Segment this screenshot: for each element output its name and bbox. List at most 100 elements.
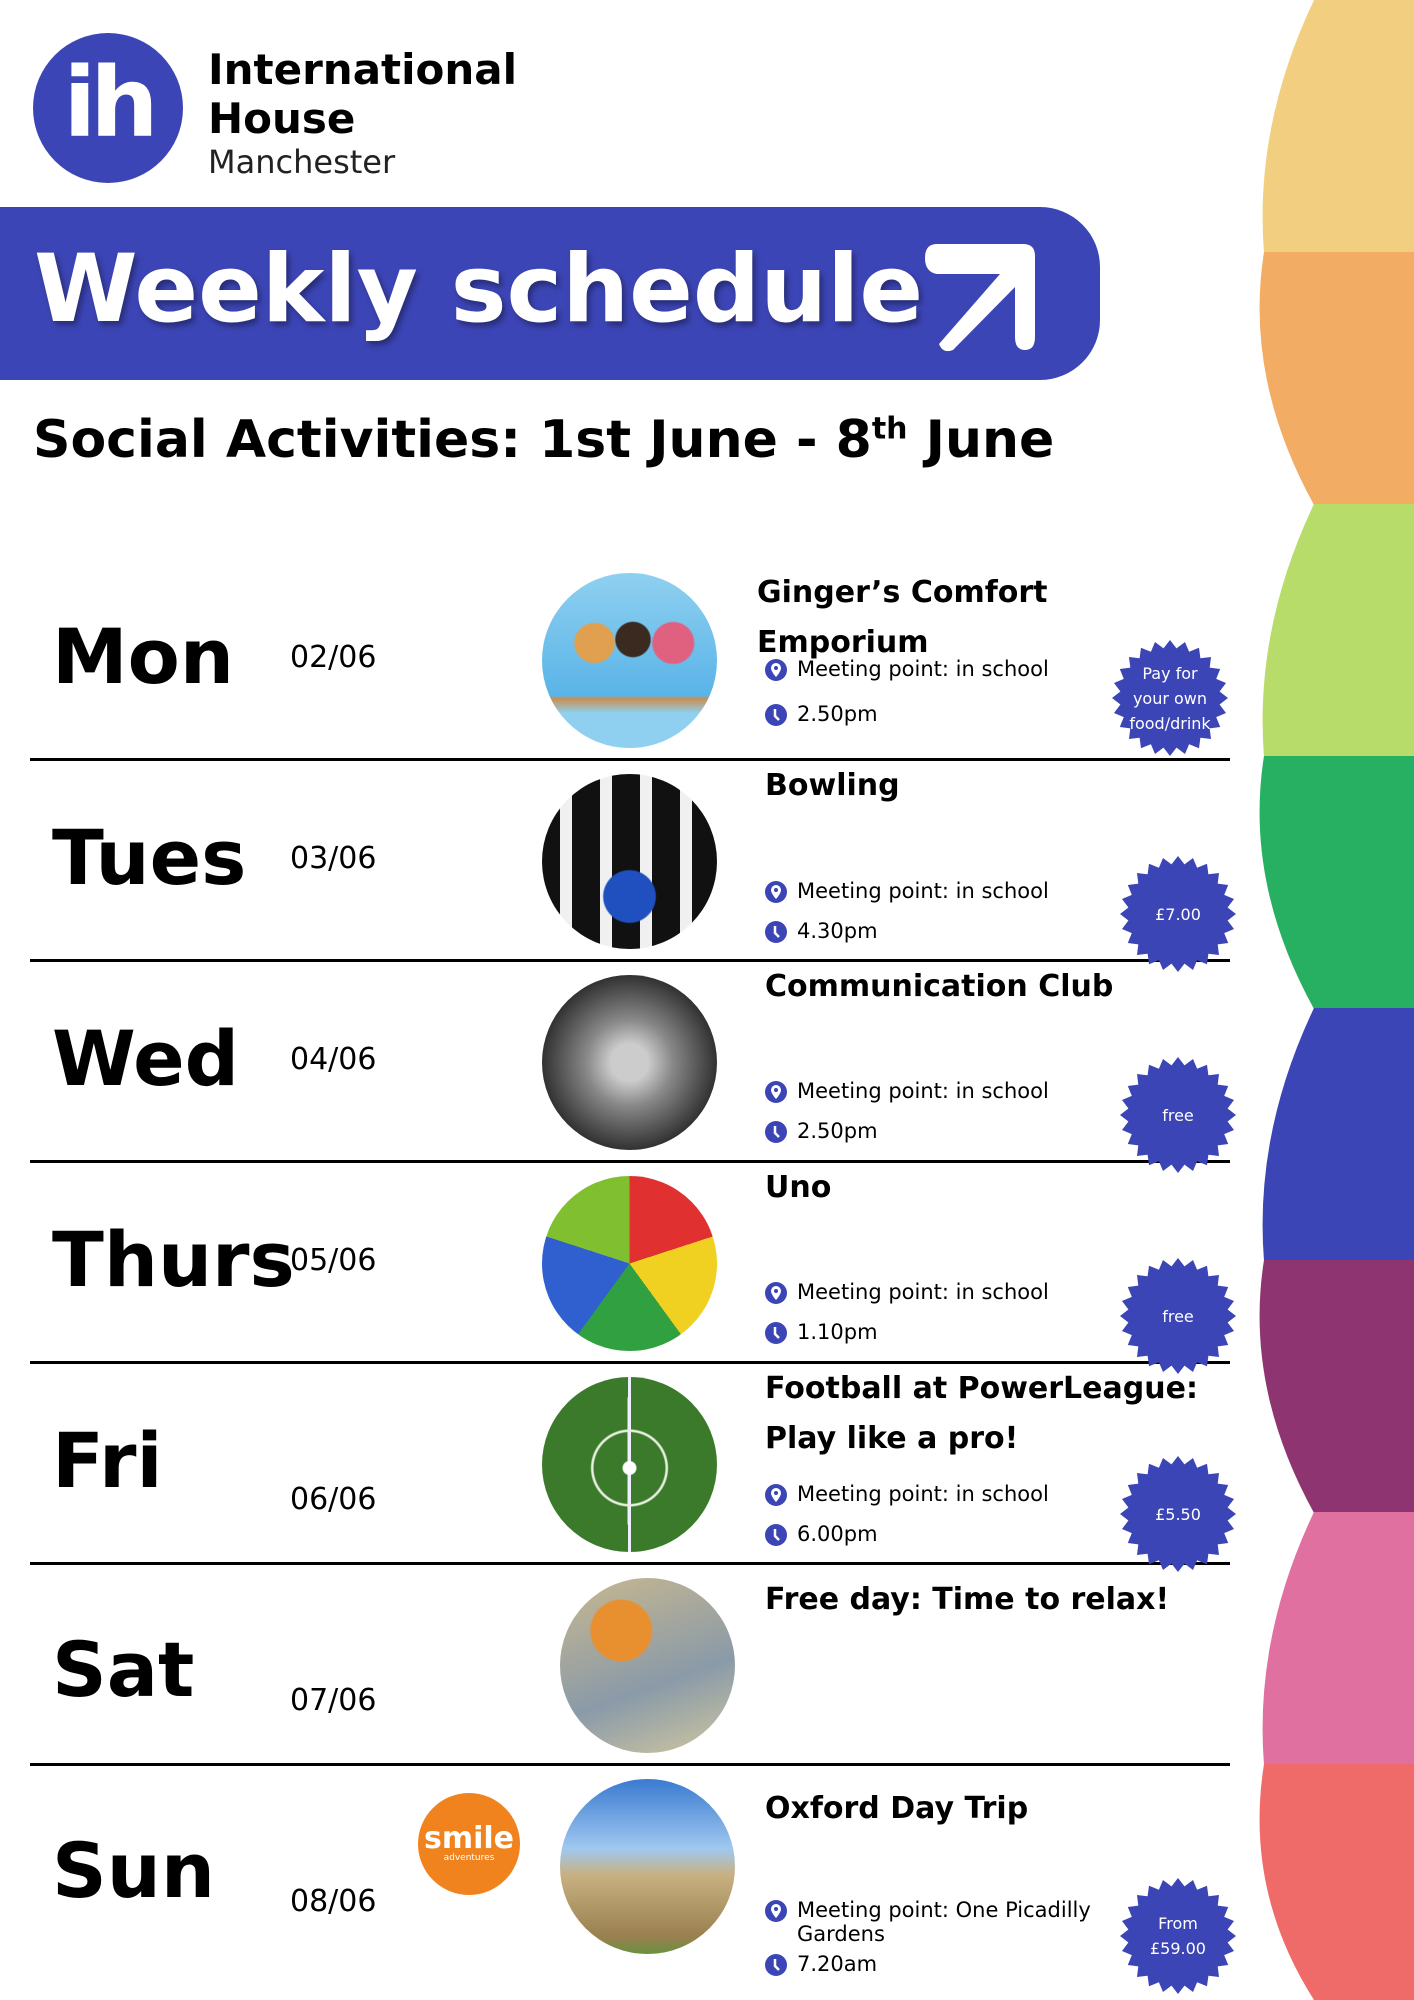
starburst-shape xyxy=(1112,640,1228,756)
start-time-text: 6.00pm xyxy=(797,1522,878,1546)
title-banner: Weekly schedule xyxy=(0,207,1100,380)
activity-photo-oxford xyxy=(560,1779,735,1954)
price-text: free xyxy=(1162,1306,1194,1326)
clock-icon xyxy=(765,1322,787,1344)
start-time: 2.50pm xyxy=(765,1119,1095,1143)
meeting-point: Meeting point: in school xyxy=(765,1280,1095,1304)
activity-title: Uno xyxy=(765,1170,832,1205)
price-text: £5.50 xyxy=(1155,1504,1201,1524)
location-pin-icon xyxy=(765,1900,787,1922)
schedule-row: Wed 04/06 Communication Club Meeting poin… xyxy=(30,962,1236,1173)
arrow-up-right-icon xyxy=(925,244,1035,352)
day-label: Sat xyxy=(52,1625,195,1714)
price-badge: £5.50 xyxy=(1120,1456,1236,1572)
wave-band xyxy=(1259,756,1414,1009)
price-text: Pay for your own food/drink xyxy=(1129,663,1211,733)
schedule-row: Sat 07/06 Free day: Time to relax! xyxy=(30,1565,1230,1766)
brand-line-3: Manchester xyxy=(208,143,396,181)
price-badge: £7.00 xyxy=(1120,856,1236,972)
wave-band xyxy=(1259,1260,1414,1513)
day-label: Wed xyxy=(52,1014,240,1103)
starburst-shape xyxy=(1120,1456,1236,1572)
activity-photo-football-pitch xyxy=(542,1377,717,1552)
starburst-shape xyxy=(1120,1878,1236,1994)
wave-band xyxy=(1262,1512,1414,1765)
meeting-point: Meeting point: in school xyxy=(765,879,1095,903)
subtitle-end: June xyxy=(907,410,1055,470)
schedule-row: Fri 06/06 Football at PowerLeague: Play … xyxy=(30,1364,1236,1572)
location-pin-icon xyxy=(765,1484,787,1506)
subtitle-sup: th xyxy=(871,411,908,447)
brand-name: International House Manchester xyxy=(208,45,517,181)
day-label: Mon xyxy=(52,612,234,701)
day-label: Tues xyxy=(52,813,247,902)
decorative-color-wave xyxy=(1259,0,1414,2000)
day-label: Fri xyxy=(52,1416,163,1505)
wave-band xyxy=(1262,504,1414,757)
ih-logo: ih xyxy=(33,33,183,183)
activity-title: Ginger’s Comfort Emporium xyxy=(757,575,1048,660)
schedule-row: Thurs 05/06 Uno Meeting point: in school … xyxy=(30,1163,1236,1374)
meeting-point-text: Meeting point: in school xyxy=(797,1079,1049,1103)
location-pin-icon xyxy=(765,659,787,681)
date-label: 03/06 xyxy=(290,841,377,876)
activity-photo-ice-cream xyxy=(542,573,717,748)
activity-photo-uno-cards xyxy=(542,1176,717,1351)
activity-photo-relax xyxy=(560,1578,735,1753)
start-time-text: 4.30pm xyxy=(797,919,878,943)
activity-title: Football at PowerLeague: Play like a pro… xyxy=(765,1371,1198,1456)
start-time: 1.10pm xyxy=(765,1320,1095,1344)
wave-band xyxy=(1259,1764,1414,2000)
meeting-point-text: Meeting point: in school xyxy=(797,1482,1049,1506)
start-time-text: 2.50pm xyxy=(797,702,878,726)
activity-photo-group xyxy=(542,975,717,1150)
clock-icon xyxy=(765,1954,787,1976)
start-time: 2.50pm xyxy=(765,702,1095,726)
smile-logo-text: smile xyxy=(423,1821,515,1856)
price-badge: free xyxy=(1120,1258,1236,1374)
day-label: Sun xyxy=(52,1826,215,1915)
starburst-shape xyxy=(1120,856,1236,972)
starburst-shape xyxy=(1120,1057,1236,1173)
price-text: £7.00 xyxy=(1155,904,1201,924)
meeting-point-text: Meeting point: in school xyxy=(797,879,1049,903)
activity-photo-bowling xyxy=(542,774,717,949)
date-label: 06/06 xyxy=(290,1482,377,1517)
location-pin-icon xyxy=(765,1282,787,1304)
date-label: 08/06 xyxy=(290,1884,377,1919)
meeting-point: Meeting point: One Picadilly Gardens xyxy=(765,1898,1095,1946)
meeting-point: Meeting point: in school xyxy=(765,657,1095,681)
start-time-text: 2.50pm xyxy=(797,1119,878,1143)
start-time: 4.30pm xyxy=(765,919,1095,943)
activity-title: Bowling xyxy=(765,768,900,803)
start-time-text: 7.20am xyxy=(797,1952,878,1976)
smile-logo-subtext: adventures xyxy=(443,1853,495,1863)
meeting-point-text: Meeting point: in school xyxy=(797,657,1049,681)
activity-title: Oxford Day Trip xyxy=(765,1791,1029,1826)
schedule-row: Mon 02/06 Ginger’s Comfort Emporium Meeti… xyxy=(30,560,1230,761)
start-time: 7.20am xyxy=(765,1952,1095,1976)
clock-icon xyxy=(765,1121,787,1143)
price-badge: free xyxy=(1120,1057,1236,1173)
wave-band xyxy=(1262,0,1414,253)
date-label: 07/06 xyxy=(290,1683,377,1718)
wave-band xyxy=(1259,252,1414,505)
date-label: 05/06 xyxy=(290,1243,377,1278)
brand-line-2: House xyxy=(208,94,356,143)
location-pin-icon xyxy=(765,1081,787,1103)
smile-adventures-logo: smile adventures xyxy=(418,1793,520,1895)
location-pin-icon xyxy=(765,881,787,903)
meeting-point: Meeting point: in school xyxy=(765,1079,1095,1103)
start-time: 6.00pm xyxy=(765,1522,1095,1546)
schedule-row: Sun 08/06 Oxford Day Trip Meeting point: … xyxy=(30,1766,1236,1994)
clock-icon xyxy=(765,921,787,943)
meeting-point-text: Meeting point: in school xyxy=(797,1280,1049,1304)
meeting-point: Meeting point: in school xyxy=(765,1482,1095,1506)
clock-icon xyxy=(765,704,787,726)
day-label: Thurs xyxy=(52,1215,295,1304)
page-title: Weekly schedule xyxy=(34,235,924,344)
starburst-shape xyxy=(1120,1258,1236,1374)
clock-icon xyxy=(765,1524,787,1546)
subtitle-main: Social Activities: 1st June - 8 xyxy=(33,410,872,470)
price-text: free xyxy=(1162,1105,1194,1125)
